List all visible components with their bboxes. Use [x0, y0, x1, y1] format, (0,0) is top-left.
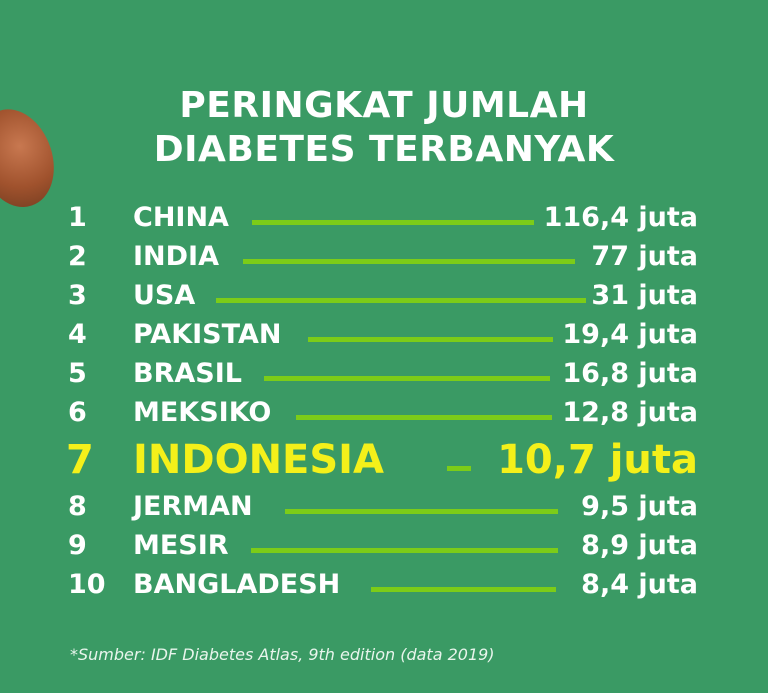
- diabetes-count: 31 juta: [591, 280, 698, 311]
- rank-number: 2: [68, 241, 87, 272]
- diabetes-count: 8,9 juta: [581, 530, 698, 561]
- diabetes-count: 8,4 juta: [581, 569, 698, 600]
- country-name: JERMAN: [133, 491, 253, 522]
- ranking-row-3: 3 USA 31 juta: [0, 276, 768, 316]
- country-name: BRASIL: [133, 358, 242, 389]
- leader-bar: [447, 466, 471, 471]
- leader-bar: [308, 337, 553, 342]
- rank-number: 5: [68, 358, 87, 389]
- ranking-row-10: 10 BANGLADESH 8,4 juta: [0, 565, 768, 605]
- ranking-row-4: 4 PAKISTAN 19,4 juta: [0, 315, 768, 355]
- country-name: MESIR: [133, 530, 229, 561]
- rank-number: 3: [68, 280, 87, 311]
- rank-number: 1: [68, 202, 87, 233]
- diabetes-count: 10,7 juta: [497, 437, 698, 483]
- leader-bar: [285, 509, 558, 514]
- diabetes-count: 116,4 juta: [543, 202, 698, 233]
- ranking-row-6: 6 MEKSIKO 12,8 juta: [0, 393, 768, 433]
- page-title: PERINGKAT JUMLAH DIABETES TERBANYAK: [0, 84, 768, 172]
- title-line-2: DIABETES TERBANYAK: [153, 129, 615, 170]
- leader-bar: [252, 220, 534, 225]
- country-name: USA: [133, 280, 196, 311]
- leader-bar: [243, 259, 575, 264]
- leader-bar: [216, 298, 586, 303]
- leader-bar: [371, 587, 556, 592]
- ranking-row-5: 5 BRASIL 16,8 juta: [0, 354, 768, 394]
- leader-bar: [264, 376, 550, 381]
- source-note: *Sumber: IDF Diabetes Atlas, 9th edition…: [70, 645, 495, 664]
- country-name: PAKISTAN: [133, 319, 282, 350]
- diabetes-count: 9,5 juta: [581, 491, 698, 522]
- ranking-row-2: 2 INDIA 77 juta: [0, 237, 768, 277]
- ranking-row-1: 1 CHINA 116,4 juta: [0, 198, 768, 238]
- diabetes-count: 12,8 juta: [562, 397, 698, 428]
- ranking-row-9: 9 MESIR 8,9 juta: [0, 526, 768, 566]
- title-line-1: PERINGKAT JUMLAH: [179, 85, 589, 126]
- rank-number: 8: [68, 491, 87, 522]
- rank-number: 4: [68, 319, 87, 350]
- diabetes-count: 16,8 juta: [562, 358, 698, 389]
- leader-bar: [251, 548, 558, 553]
- country-name: CHINA: [133, 202, 229, 233]
- rank-number: 6: [68, 397, 87, 428]
- country-name: BANGLADESH: [133, 569, 341, 600]
- rank-number: 10: [68, 569, 106, 600]
- rank-number: 7: [66, 437, 94, 483]
- ranking-row-8: 8 JERMAN 9,5 juta: [0, 487, 768, 527]
- leader-bar: [296, 415, 552, 420]
- ranking-row-7-highlight: 7 INDONESIA 10,7 juta: [0, 438, 768, 482]
- diabetes-count: 77 juta: [591, 241, 698, 272]
- diabetes-count: 19,4 juta: [562, 319, 698, 350]
- country-name: INDONESIA: [133, 437, 385, 483]
- country-name: MEKSIKO: [133, 397, 272, 428]
- country-name: INDIA: [133, 241, 219, 272]
- rank-number: 9: [68, 530, 87, 561]
